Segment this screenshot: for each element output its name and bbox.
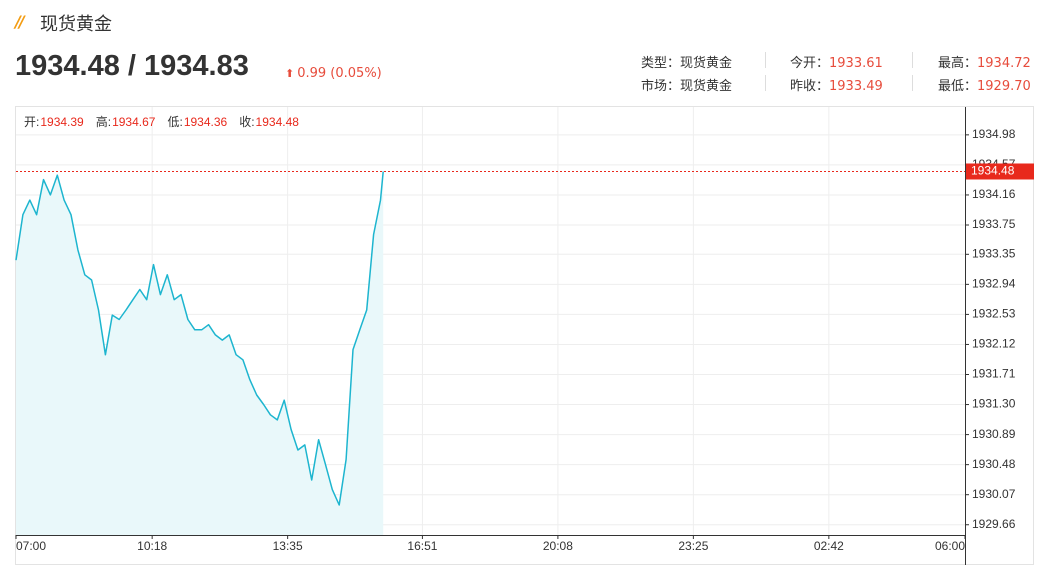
stat-label: 类型： <box>641 56 681 71</box>
x-tick-label: 02:42 <box>814 539 844 553</box>
y-tick-label: 1929.66 <box>972 517 1016 531</box>
stat-value: 现货黄金 <box>680 79 733 94</box>
y-tick-label: 1934.98 <box>972 127 1016 141</box>
stat: 市场：现货黄金 <box>641 75 732 94</box>
x-tick-label: 16:51 <box>407 539 437 553</box>
up-arrow: ⬆ <box>285 67 295 80</box>
legend-label: 开: <box>24 115 39 129</box>
stat: 今开：1933.61 <box>790 52 883 71</box>
divider <box>912 75 913 91</box>
legend-label: 高: <box>96 114 111 129</box>
y-tick-label: 1932.12 <box>972 337 1016 351</box>
legend-value: 1934.48 <box>256 115 300 129</box>
stat-value: 1929.70 <box>977 79 1031 94</box>
stat-value: 1933.49 <box>829 79 883 94</box>
y-tick-label: 1933.75 <box>972 217 1016 231</box>
divider <box>765 75 766 91</box>
y-tick-label: 1931.71 <box>972 367 1016 381</box>
logo-icon: // <box>15 12 25 31</box>
area <box>16 171 384 535</box>
x-tick-label: 13:35 <box>273 539 303 553</box>
x-tick-label: 23:25 <box>678 539 708 553</box>
stat-label: 市场： <box>641 79 681 94</box>
y-tick-label: 1933.35 <box>972 246 1016 260</box>
stat-label: 最低： <box>938 79 978 94</box>
stat-label: 昨收： <box>790 79 830 94</box>
divider <box>765 52 766 68</box>
x-tick-label: 20:08 <box>543 539 573 553</box>
y-tick-label: 1932.94 <box>972 277 1016 291</box>
price-change: ⬆ 0.99 (0.05%) <box>285 66 382 81</box>
y-tick-label: 1930.89 <box>972 427 1016 441</box>
stat: 昨收：1933.49 <box>790 75 883 94</box>
stat-label: 今开： <box>790 56 830 71</box>
legend-value: 1934.39 <box>40 115 84 129</box>
change-value: 0.99 (0.05%) <box>297 66 382 81</box>
last-price-tag <box>966 163 1034 180</box>
last-price-label: 1934.48 <box>971 164 1015 178</box>
y-tick-label: 1930.07 <box>972 487 1016 501</box>
bid-ask-price: 1934.48 / 1934.83 <box>15 50 249 82</box>
stat: 最低：1929.70 <box>938 75 1031 94</box>
x-tick-label: 10:18 <box>137 539 167 553</box>
x-tick-label: 06:00 <box>935 539 965 553</box>
legend-label: 低: <box>167 115 182 129</box>
chart-frame <box>15 106 1034 565</box>
legend-label: 收: <box>239 115 254 129</box>
stat: 最高：1934.72 <box>938 52 1031 71</box>
stat-value: 1934.72 <box>977 56 1031 71</box>
stat-value: 现货黄金 <box>680 56 733 71</box>
legend-value: 1934.67 <box>112 115 156 129</box>
y-tick-label: 1934.16 <box>972 187 1016 201</box>
instrument-title: 现货黄金 <box>40 14 112 35</box>
price-line <box>15 171 384 506</box>
y-tick-label: 1931.30 <box>972 397 1016 411</box>
y-tick-label: 1930.48 <box>972 457 1016 471</box>
x-tick-label: 07:00 <box>16 539 46 553</box>
legend-value: 1934.36 <box>184 115 228 129</box>
stat: 类型：现货黄金 <box>641 52 732 71</box>
stat-value: 1933.61 <box>829 56 883 71</box>
divider <box>912 52 913 68</box>
stat-label: 最高： <box>938 56 978 71</box>
y-tick-label: 1932.53 <box>972 307 1016 321</box>
